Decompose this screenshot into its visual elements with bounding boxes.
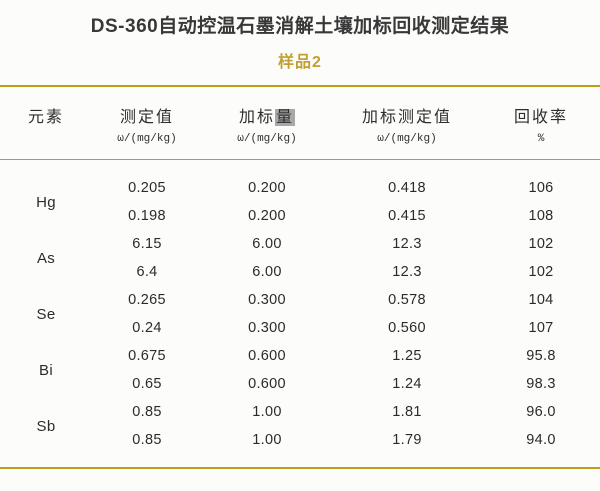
value-cell: 98.3 [526, 376, 556, 392]
column-label: 元素 [27, 108, 64, 126]
value-cell: 94.0 [526, 432, 556, 448]
value-cell: 1.24 [392, 376, 422, 392]
element-label: Sb [36, 417, 56, 435]
column-header-measured: 测定值 ω/(mg/kg) [92, 108, 202, 146]
column-label: 加标量 [202, 108, 332, 128]
element-label: Se [36, 305, 56, 323]
value-cell: 104 [528, 292, 554, 308]
value-cell: 106 [528, 180, 554, 196]
value-cell: 0.418 [388, 180, 426, 196]
value-cell: 0.415 [388, 208, 426, 224]
value-cell: 0.198 [128, 208, 166, 224]
column-header-spiked-measured: 加标测定值 ω/(mg/kg) [332, 108, 482, 146]
column-header-element: 元素 [0, 108, 92, 146]
value-cell: 1.00 [252, 404, 282, 420]
value-cell: 0.200 [248, 208, 286, 224]
table-group-sb: Sb 0.85 1.00 1.81 96.0 0.85 1.00 1.79 94… [0, 398, 600, 454]
value-cell: 6.15 [132, 236, 162, 252]
table-group-hg: Hg 0.205 0.200 0.418 106 0.198 0.200 0.4… [0, 174, 600, 230]
sample-subtitle: 样品2 [278, 54, 322, 71]
table-group-as: As 6.15 6.00 12.3 102 6.4 6.00 12.3 102 [0, 230, 600, 286]
element-label: Hg [36, 193, 56, 211]
table-group-bi: Bi 0.675 0.600 1.25 95.8 0.65 0.600 1.24… [0, 342, 600, 398]
page-title: DS-360自动控温石墨消解土壤加标回收测定结果 [90, 16, 510, 37]
column-unit: ω/(mg/kg) [117, 132, 177, 145]
value-cell: 6.00 [252, 264, 282, 280]
value-cell: 0.205 [128, 180, 166, 196]
value-cell: 102 [528, 236, 554, 252]
value-cell: 95.8 [526, 348, 556, 364]
table-group-se: Se 0.265 0.300 0.578 104 0.24 0.300 0.56… [0, 286, 600, 342]
column-label: 测定值 [119, 108, 174, 126]
value-cell: 0.265 [128, 292, 166, 308]
value-cell: 108 [528, 208, 554, 224]
table-top-rule [0, 85, 600, 87]
value-cell: 1.81 [392, 404, 422, 420]
column-label-highlighted-char: 量 [275, 108, 296, 126]
column-label-prefix: 加标 [238, 108, 275, 126]
value-cell: 0.85 [132, 404, 162, 420]
value-cell: 6.00 [252, 236, 282, 252]
value-cell: 0.85 [132, 432, 162, 448]
table-bottom-rule [0, 467, 600, 469]
column-label: 回收率 [513, 108, 568, 126]
value-cell: 12.3 [392, 264, 422, 280]
value-cell: 12.3 [392, 236, 422, 252]
value-cell: 1.25 [392, 348, 422, 364]
column-label: 加标测定值 [361, 108, 452, 126]
value-cell: 0.560 [388, 320, 426, 336]
column-unit: ω/(mg/kg) [237, 132, 297, 145]
table-body: Hg 0.205 0.200 0.418 106 0.198 0.200 0.4… [0, 160, 600, 454]
value-cell: 1.79 [392, 432, 422, 448]
value-cell: 0.65 [132, 376, 162, 392]
value-cell: 0.675 [128, 348, 166, 364]
column-header-recovery: 回收率 % [482, 108, 600, 146]
column-unit [0, 132, 92, 146]
value-cell: 0.24 [132, 320, 162, 336]
table-header-row: 元素 测定值 ω/(mg/kg) 加标量 ω/(mg/kg) 加标测定值 ω/(… [0, 87, 600, 146]
value-cell: 6.4 [136, 264, 158, 280]
column-unit: % [537, 132, 545, 145]
value-cell: 0.600 [248, 376, 286, 392]
value-cell: 0.300 [248, 320, 286, 336]
value-cell: 107 [528, 320, 554, 336]
value-cell: 102 [528, 264, 554, 280]
column-header-spike-amount: 加标量 ω/(mg/kg) [202, 108, 332, 146]
value-cell: 96.0 [526, 404, 556, 420]
value-cell: 0.200 [248, 180, 286, 196]
value-cell: 1.00 [252, 432, 282, 448]
value-cell: 0.600 [248, 348, 286, 364]
column-unit: ω/(mg/kg) [377, 132, 437, 145]
value-cell: 0.578 [388, 292, 426, 308]
value-cell: 0.300 [248, 292, 286, 308]
element-label: Bi [39, 361, 53, 379]
table-header-rule [0, 158, 600, 160]
element-label: As [36, 249, 56, 267]
